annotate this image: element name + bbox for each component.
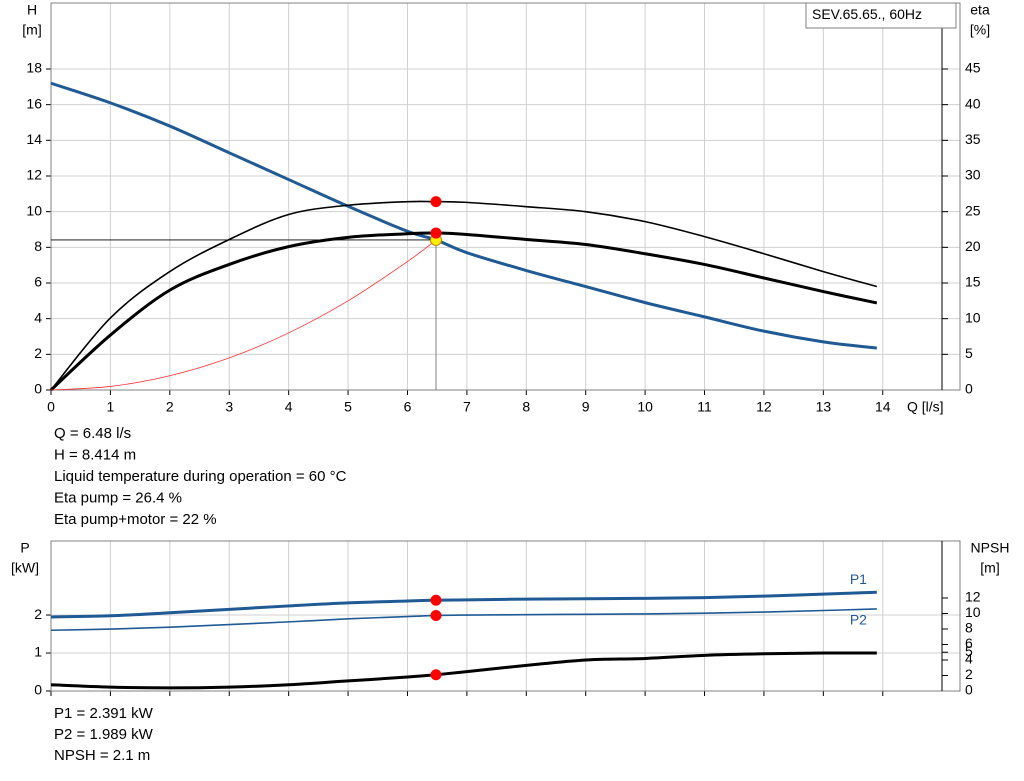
y2-tick-label: 12	[965, 589, 981, 605]
y-tick-label: 14	[26, 131, 42, 147]
x-tick-label: 4	[285, 399, 293, 415]
x-tick-label: 5	[344, 399, 352, 415]
curve	[50, 81, 877, 350]
x-tick-label: 11	[697, 399, 712, 415]
y2-tick-label: 35	[965, 131, 981, 147]
y2-tick-label: 2	[965, 666, 973, 682]
operating-point	[430, 594, 442, 606]
curve	[50, 651, 877, 690]
x-tick-label: 12	[756, 399, 772, 415]
y-tick-label: 4	[34, 309, 42, 325]
x-tick-label: 9	[582, 399, 590, 415]
x-tick-label: 8	[522, 399, 530, 415]
y-axis-label: P	[20, 540, 29, 556]
info-line: Eta pump+motor = 22 %	[54, 511, 217, 528]
x-tick-label: 14	[875, 399, 891, 415]
y-tick-label: 6	[34, 274, 42, 290]
y2-tick-label: 10	[965, 604, 981, 620]
x-tick-label: 2	[166, 399, 174, 415]
curve	[50, 590, 877, 619]
y-tick-label: 18	[26, 60, 42, 76]
curve	[50, 200, 878, 391]
x-tick-label: 1	[107, 399, 115, 415]
curve	[50, 239, 437, 391]
info-line: Eta pump = 26.4 %	[54, 489, 182, 506]
x-tick-label: 3	[225, 399, 233, 415]
y-tick-label: 2	[34, 606, 42, 622]
series-label: P1	[850, 571, 867, 587]
y2-tick-label: 15	[965, 274, 981, 290]
operating-point	[430, 227, 442, 239]
y2-tick-label: 5	[965, 345, 973, 361]
y2-tick-label: 20	[965, 238, 981, 254]
info-line: NPSH = 2.1 m	[54, 747, 150, 764]
y-tick-label: 10	[26, 202, 42, 218]
x-tick-label: 0	[47, 399, 55, 415]
y-tick-label: 0	[34, 682, 42, 698]
y2-tick-label: 5	[965, 643, 973, 659]
y2-axis-label: [m]	[980, 560, 999, 576]
x-tick-label: 13	[816, 399, 832, 415]
y2-tick-label: 8	[965, 620, 973, 636]
info-line: P2 = 1.989 kW	[54, 726, 154, 743]
y-tick-label: 0	[34, 381, 42, 397]
y2-tick-label: 10	[965, 309, 981, 325]
plot-frame	[50, 2, 961, 391]
y-axis-label: [m]	[22, 22, 41, 38]
y-tick-label: 12	[26, 167, 42, 183]
y-axis-label: [kW]	[11, 560, 39, 576]
operating-point	[430, 196, 442, 208]
y-axis-label: H	[27, 2, 37, 18]
y2-tick-label: 4	[965, 651, 973, 667]
info-line: P1 = 2.391 kW	[54, 705, 154, 722]
y-tick-label: 1	[34, 644, 42, 660]
series-label: P2	[850, 612, 867, 628]
y2-tick-label: 0	[965, 682, 973, 698]
curve	[49, 231, 878, 392]
y-tick-label: 2	[34, 345, 42, 361]
y2-axis-label: [%]	[970, 22, 990, 38]
info-line: H = 8.414 m	[54, 446, 136, 463]
x-axis-label: Q [l/s]	[907, 399, 944, 415]
y2-tick-label: 6	[965, 635, 973, 651]
chart-title: SEV.65.65., 60Hz	[812, 6, 922, 22]
y-tick-label: 16	[26, 95, 42, 111]
legend-box	[805, 2, 957, 29]
y2-tick-label: 25	[965, 202, 981, 218]
y2-tick-label: 40	[965, 95, 981, 111]
y2-axis-label: eta	[970, 2, 990, 18]
operating-point	[430, 609, 442, 621]
x-tick-label: 6	[404, 399, 412, 415]
x-tick-label: 10	[637, 399, 653, 415]
y-tick-label: 8	[34, 238, 42, 254]
curve	[50, 608, 877, 632]
y2-tick-label: 0	[965, 381, 973, 397]
operating-point	[430, 669, 442, 681]
x-tick-label: 7	[463, 399, 471, 415]
y2-tick-label: 30	[965, 167, 981, 183]
y2-tick-label: 45	[965, 60, 981, 76]
y2-axis-label: NPSH	[971, 540, 1010, 556]
info-line: Q = 6.48 l/s	[54, 425, 131, 442]
info-line: Liquid temperature during operation = 60…	[54, 468, 347, 485]
